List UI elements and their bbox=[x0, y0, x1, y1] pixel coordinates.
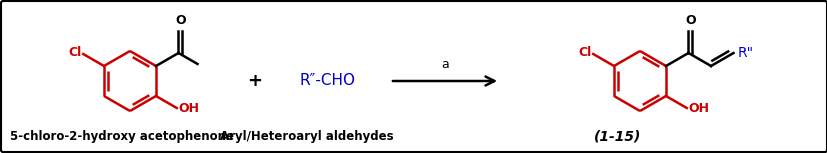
Text: OH: OH bbox=[688, 103, 709, 116]
Text: a: a bbox=[441, 58, 448, 71]
Text: OH: OH bbox=[179, 103, 199, 116]
Text: R″-CHO: R″-CHO bbox=[299, 73, 356, 88]
Text: Cl: Cl bbox=[68, 47, 81, 60]
Text: (1-15): (1-15) bbox=[594, 129, 641, 143]
Text: O: O bbox=[175, 14, 185, 27]
Text: R": R" bbox=[737, 46, 753, 60]
Text: Cl: Cl bbox=[577, 47, 590, 60]
Text: Aryl/Heteroaryl aldehydes: Aryl/Heteroaryl aldehydes bbox=[220, 130, 393, 143]
Text: +: + bbox=[247, 72, 262, 90]
Text: 5-chloro-2-hydroxy acetophenone: 5-chloro-2-hydroxy acetophenone bbox=[10, 130, 234, 143]
Text: O: O bbox=[685, 14, 695, 27]
